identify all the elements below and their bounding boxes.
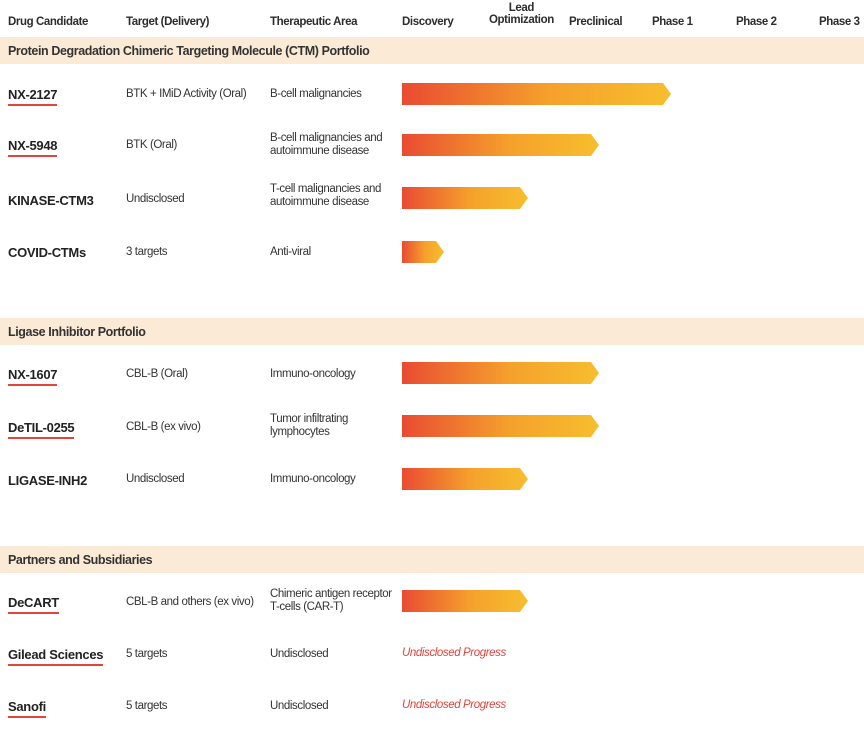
header-lead-line1: Lead (508, 2, 535, 14)
area-cell: T-cell malignancies and autoimmune disea… (270, 183, 381, 208)
progress-track (402, 362, 599, 384)
table-row-nx-5948: NX-5948 BTK (Oral) B-cell malignancies a… (0, 120, 864, 170)
area-cell: Anti-viral (270, 246, 311, 258)
header-discovery: Discovery (402, 16, 454, 28)
table-row-kinase-ctm3: KINASE-CTM3 Undisclosed T-cell malignanc… (0, 173, 864, 223)
header-phase-3: Phase 3 (819, 16, 860, 28)
target-cell: 3 targets (126, 246, 168, 258)
header-phase-2: Phase 2 (736, 16, 777, 28)
section-title: Ligase Inhibitor Portfolio (8, 325, 146, 339)
area-cell: Immuno-oncology (270, 473, 356, 485)
section-ctm-portfolio: Protein Degradation Chimeric Targeting M… (0, 37, 864, 64)
candidate-link-detil-0255[interactable]: DeTIL-0255 (8, 420, 75, 439)
target-cell: BTK (Oral) (126, 139, 177, 151)
section-ligase-portfolio: Ligase Inhibitor Portfolio (0, 318, 864, 345)
candidate-link-gilead-sciences[interactable]: Gilead Sciences (8, 647, 104, 666)
target-cell: CBL-B (ex vivo) (126, 421, 201, 433)
progress-bar (402, 468, 528, 490)
progress-bar (402, 241, 444, 263)
area-cell: Tumor infiltrating lymphocytes (270, 413, 349, 438)
table-row-sanofi: Sanofi 5 targets Undisclosed Undisclosed… (0, 682, 864, 732)
area-cell: Undisclosed (270, 700, 329, 712)
header-preclinical: Preclinical (569, 16, 623, 28)
progress-track (402, 134, 599, 156)
table-row-nx-1607: NX-1607 CBL-B (Oral) Immuno-oncology (0, 350, 864, 400)
header-drug-candidate: Drug Candidate (8, 16, 89, 28)
target-cell: CBL-B (Oral) (126, 368, 188, 380)
candidate-link-nx-2127[interactable]: NX-2127 (8, 87, 58, 106)
candidate-name-ligase-inh2: LIGASE-INH2 (8, 473, 88, 488)
section-title: Protein Degradation Chimeric Targeting M… (8, 44, 370, 58)
progress-track (402, 83, 671, 105)
candidate-name-covid-ctms: COVID-CTMs (8, 245, 86, 260)
target-cell: 5 targets (126, 648, 168, 660)
progress-bar (402, 83, 671, 105)
header-lead-optimization: Lead Optimization (489, 2, 554, 26)
table-row-decart: DeCART CBL-B and others (ex vivo) Chimer… (0, 578, 864, 628)
progress-bar (402, 590, 528, 612)
undisclosed-progress: Undisclosed Progress (402, 699, 506, 711)
section-partners: Partners and Subsidiaries (0, 546, 864, 573)
progress-track (402, 187, 528, 209)
header-lead-line2: Optimization (489, 14, 554, 26)
target-cell: Undisclosed (126, 473, 185, 485)
undisclosed-progress: Undisclosed Progress (402, 647, 506, 659)
header-phase-1: Phase 1 (652, 16, 693, 28)
area-cell: Immuno-oncology (270, 368, 356, 380)
table-row-covid-ctms: COVID-CTMs 3 targets Anti-viral (0, 226, 864, 276)
progress-track (402, 590, 528, 612)
target-cell: 5 targets (126, 700, 168, 712)
header-therapeutic-area: Therapeutic Area (270, 16, 358, 28)
progress-track (402, 468, 528, 490)
table-row-gilead-sciences: Gilead Sciences 5 targets Undisclosed Un… (0, 630, 864, 680)
progress-bar (402, 187, 528, 209)
area-cell: Chimeric antigen receptor T-cells (CAR-T… (270, 588, 392, 613)
candidate-link-decart[interactable]: DeCART (8, 595, 59, 614)
target-cell: CBL-B and others (ex vivo) (126, 596, 254, 608)
candidate-link-nx-5948[interactable]: NX-5948 (8, 138, 58, 157)
candidate-name-kinase-ctm3: KINASE-CTM3 (8, 193, 94, 208)
area-cell: B-cell malignancies and autoimmune disea… (270, 132, 383, 157)
progress-bar (402, 362, 599, 384)
candidate-link-nx-1607[interactable]: NX-1607 (8, 367, 58, 386)
progress-track (402, 415, 599, 437)
header-target: Target (Delivery) (126, 16, 210, 28)
progress-bar (402, 134, 599, 156)
table-row-detil-0255: DeTIL-0255 CBL-B (ex vivo) Tumor infiltr… (0, 403, 864, 453)
progress-bar (402, 415, 599, 437)
progress-track (402, 241, 444, 263)
table-row-ligase-inh2: LIGASE-INH2 Undisclosed Immuno-oncology (0, 454, 864, 504)
target-cell: BTK + IMiD Activity (Oral) (126, 88, 247, 100)
candidate-link-sanofi[interactable]: Sanofi (8, 699, 46, 718)
target-cell: Undisclosed (126, 193, 185, 205)
area-cell: B-cell malignancies (270, 88, 362, 100)
table-row-nx-2127: NX-2127 BTK + IMiD Activity (Oral) B-cel… (0, 69, 864, 119)
section-title: Partners and Subsidiaries (8, 553, 153, 567)
area-cell: Undisclosed (270, 648, 329, 660)
